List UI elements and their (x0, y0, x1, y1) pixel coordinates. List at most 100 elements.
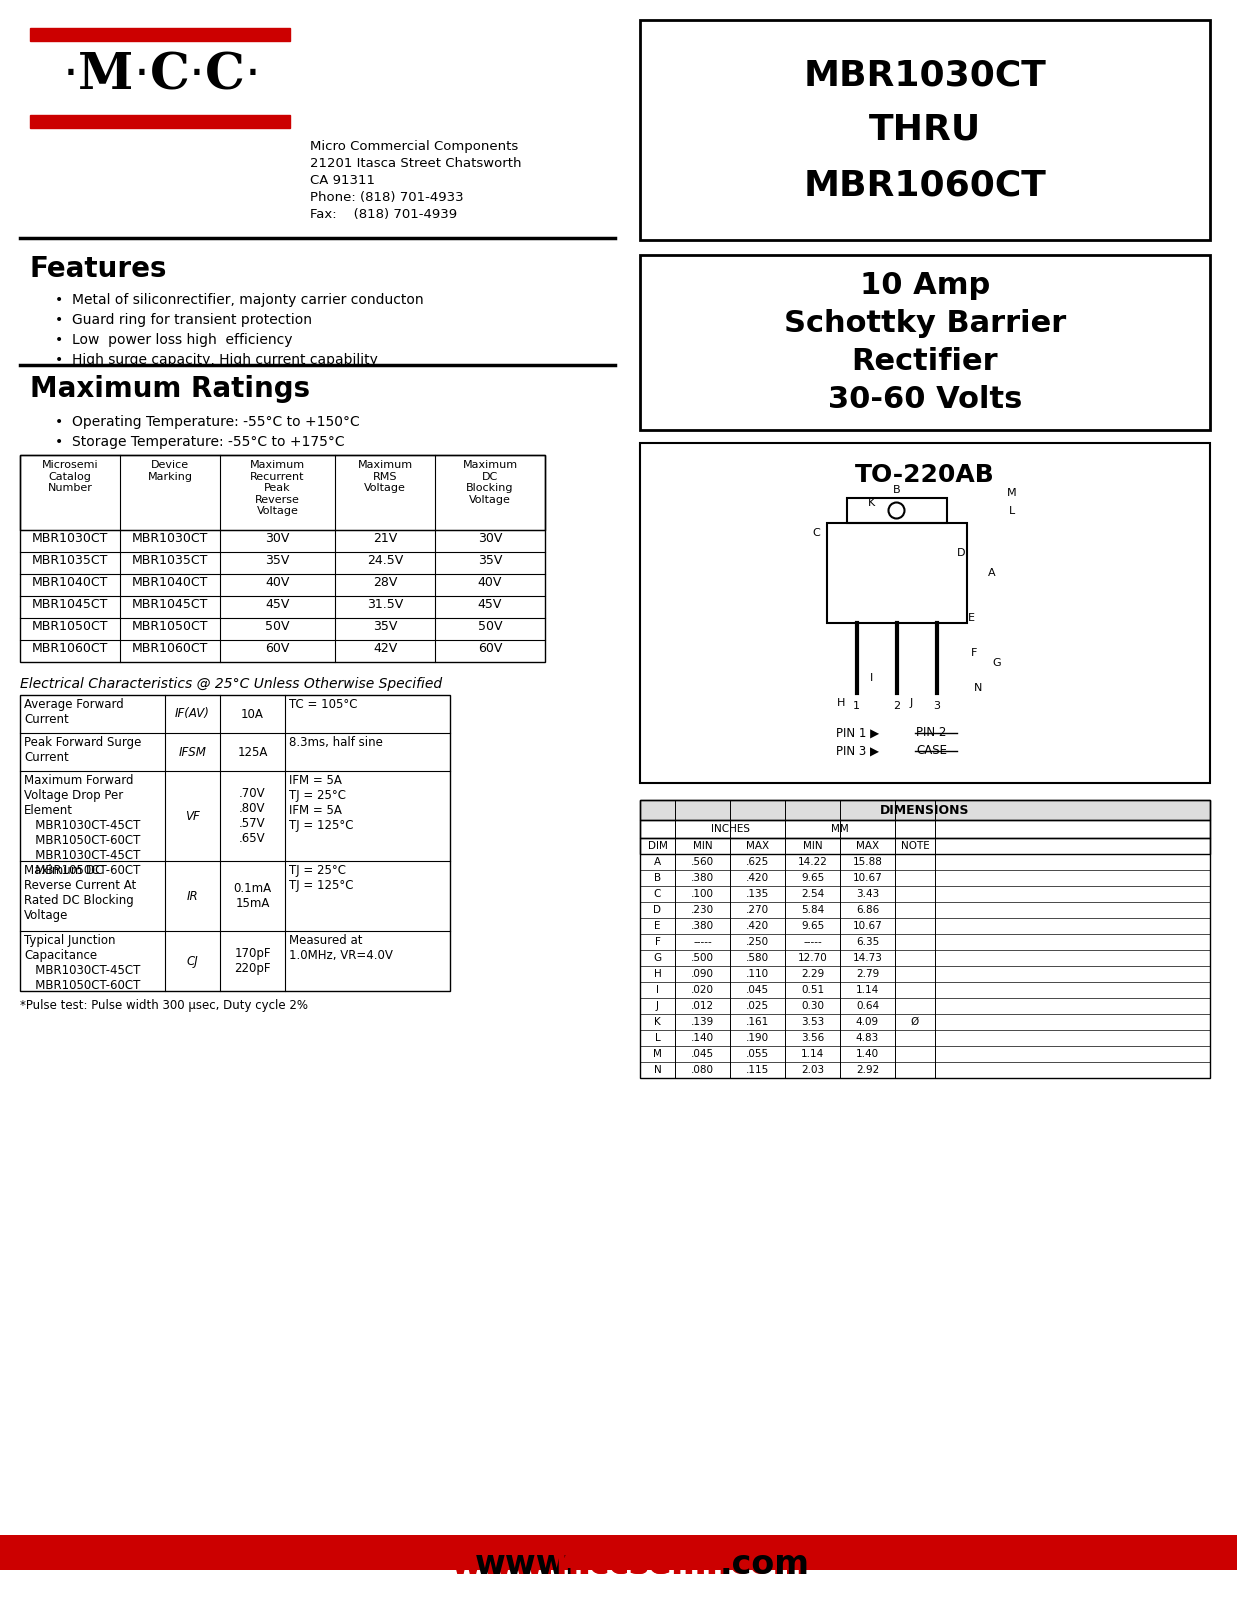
Text: 0.64: 0.64 (856, 1002, 880, 1011)
Text: .625: .625 (746, 858, 769, 867)
Bar (30, 115, 289, 128)
Text: 5.84: 5.84 (800, 906, 824, 915)
Text: .135: .135 (746, 890, 769, 899)
Text: B: B (893, 485, 901, 494)
Text: .420: .420 (746, 922, 769, 931)
Text: I: I (656, 986, 659, 995)
Text: D: D (957, 547, 966, 558)
Bar (20, 454, 546, 530)
Text: www.mccsemi.com: www.mccsemi.com (428, 1549, 808, 1581)
Text: .250: .250 (746, 938, 769, 947)
Text: F: F (971, 648, 977, 658)
Text: MM: MM (831, 824, 849, 834)
Text: 42V: 42V (372, 642, 397, 654)
Text: DIMENSIONS: DIMENSIONS (881, 803, 970, 816)
Text: .161: .161 (746, 1018, 769, 1027)
Text: MBR1060CT: MBR1060CT (804, 168, 1047, 202)
Text: .115: .115 (746, 1066, 769, 1075)
Text: 6.35: 6.35 (856, 938, 880, 947)
Text: Device
Marking: Device Marking (147, 461, 193, 482)
Text: 60V: 60V (265, 642, 289, 654)
Bar (20, 694, 450, 990)
Bar (20, 454, 546, 662)
Text: 2.79: 2.79 (856, 970, 880, 979)
Text: .380: .380 (691, 922, 714, 931)
Text: Maximum Ratings: Maximum Ratings (30, 374, 310, 403)
Text: 14.73: 14.73 (852, 954, 882, 963)
Text: Micro Commercial Components: Micro Commercial Components (310, 141, 518, 154)
Text: 3.53: 3.53 (800, 1018, 824, 1027)
Text: 45V: 45V (265, 598, 289, 611)
Text: .025: .025 (746, 1002, 769, 1011)
Text: Measured at
1.0MHz, VR=4.0V: Measured at 1.0MHz, VR=4.0V (289, 934, 393, 962)
Text: MIN: MIN (693, 842, 713, 851)
Text: .560: .560 (691, 858, 714, 867)
Text: 0.30: 0.30 (802, 1002, 824, 1011)
Bar (640, 800, 1210, 1078)
Text: IFSM: IFSM (178, 746, 207, 758)
Text: CJ: CJ (187, 955, 198, 968)
Text: 10 Amp
Schottky Barrier
Rectifier
30-60 Volts: 10 Amp Schottky Barrier Rectifier 30-60 … (784, 270, 1066, 414)
Text: 2.92: 2.92 (856, 1066, 880, 1075)
Text: 50V: 50V (265, 619, 289, 634)
Text: •  Guard ring for transient protection: • Guard ring for transient protection (54, 314, 312, 326)
Text: 30V: 30V (477, 531, 502, 546)
Text: DIM: DIM (647, 842, 668, 851)
Text: PIN 3 ▶: PIN 3 ▶ (836, 744, 880, 757)
Text: -----: ----- (693, 938, 711, 947)
Text: .020: .020 (691, 986, 714, 995)
Text: C: C (654, 890, 662, 899)
Text: TC = 105°C: TC = 105°C (289, 698, 357, 710)
Text: 9.65: 9.65 (800, 922, 824, 931)
Text: IF(AV): IF(AV) (176, 707, 210, 720)
Text: Fax:    (818) 701-4939: Fax: (818) 701-4939 (310, 208, 458, 221)
Text: 50V: 50V (477, 619, 502, 634)
Bar (640, 19, 1210, 240)
Text: TJ = 25°C
TJ = 125°C: TJ = 25°C TJ = 125°C (289, 864, 354, 893)
Text: .500: .500 (691, 954, 714, 963)
Text: IFM = 5A
TJ = 25°C
IFM = 5A
TJ = 125°C: IFM = 5A TJ = 25°C IFM = 5A TJ = 125°C (289, 774, 354, 832)
Text: K: K (868, 498, 875, 509)
Text: Features: Features (30, 254, 167, 283)
Text: MBR1060CT: MBR1060CT (132, 642, 208, 654)
Text: Maximum Forward
Voltage Drop Per
Element
   MBR1030CT-45CT
   MBR1050CT-60CT
   : Maximum Forward Voltage Drop Per Element… (24, 774, 140, 877)
Text: Maximum
Recurrent
Peak
Reverse
Voltage: Maximum Recurrent Peak Reverse Voltage (250, 461, 306, 517)
Text: .70V
.80V
.57V
.65V: .70V .80V .57V .65V (239, 787, 266, 845)
Text: $\cdot$M$\cdot$C$\cdot$C$\cdot$: $\cdot$M$\cdot$C$\cdot$C$\cdot$ (62, 51, 257, 99)
Text: N: N (653, 1066, 662, 1075)
Text: MBR1045CT: MBR1045CT (132, 598, 208, 611)
Text: MBR1040CT: MBR1040CT (132, 576, 208, 589)
Text: NOTE: NOTE (901, 842, 929, 851)
Text: A: A (654, 858, 661, 867)
Text: 6.86: 6.86 (856, 906, 880, 915)
Text: *Pulse test: Pulse width 300 μsec, Duty cycle 2%: *Pulse test: Pulse width 300 μsec, Duty … (20, 998, 308, 1013)
Bar (0, 1546, 1237, 1570)
Text: M: M (1007, 488, 1017, 498)
Text: .230: .230 (691, 906, 714, 915)
Text: 4.83: 4.83 (856, 1034, 880, 1043)
Text: PIN 2: PIN 2 (917, 726, 946, 739)
Text: .100: .100 (691, 890, 714, 899)
Text: Ø: Ø (910, 1018, 919, 1027)
Text: 31.5V: 31.5V (367, 598, 403, 611)
Text: 21V: 21V (372, 531, 397, 546)
Text: THRU: THRU (868, 114, 981, 147)
Text: .045: .045 (691, 1050, 714, 1059)
Text: C: C (813, 528, 820, 538)
Text: Maximum
DC
Blocking
Voltage: Maximum DC Blocking Voltage (463, 461, 517, 506)
Text: TO-220AB: TO-220AB (855, 462, 995, 486)
Text: 15.88: 15.88 (852, 858, 882, 867)
Text: 40V: 40V (477, 576, 502, 589)
Text: D: D (653, 906, 662, 915)
Text: .110: .110 (746, 970, 769, 979)
Text: 2.29: 2.29 (800, 970, 824, 979)
Bar (640, 800, 1210, 819)
Text: INCHES: INCHES (710, 824, 750, 834)
Text: MBR1035CT: MBR1035CT (32, 554, 108, 566)
Text: 3: 3 (933, 701, 940, 710)
Text: Average Forward
Current: Average Forward Current (24, 698, 124, 726)
Text: MBR1050CT: MBR1050CT (132, 619, 208, 634)
Bar (640, 838, 1210, 854)
Text: G: G (653, 954, 662, 963)
Text: 9.65: 9.65 (800, 874, 824, 883)
